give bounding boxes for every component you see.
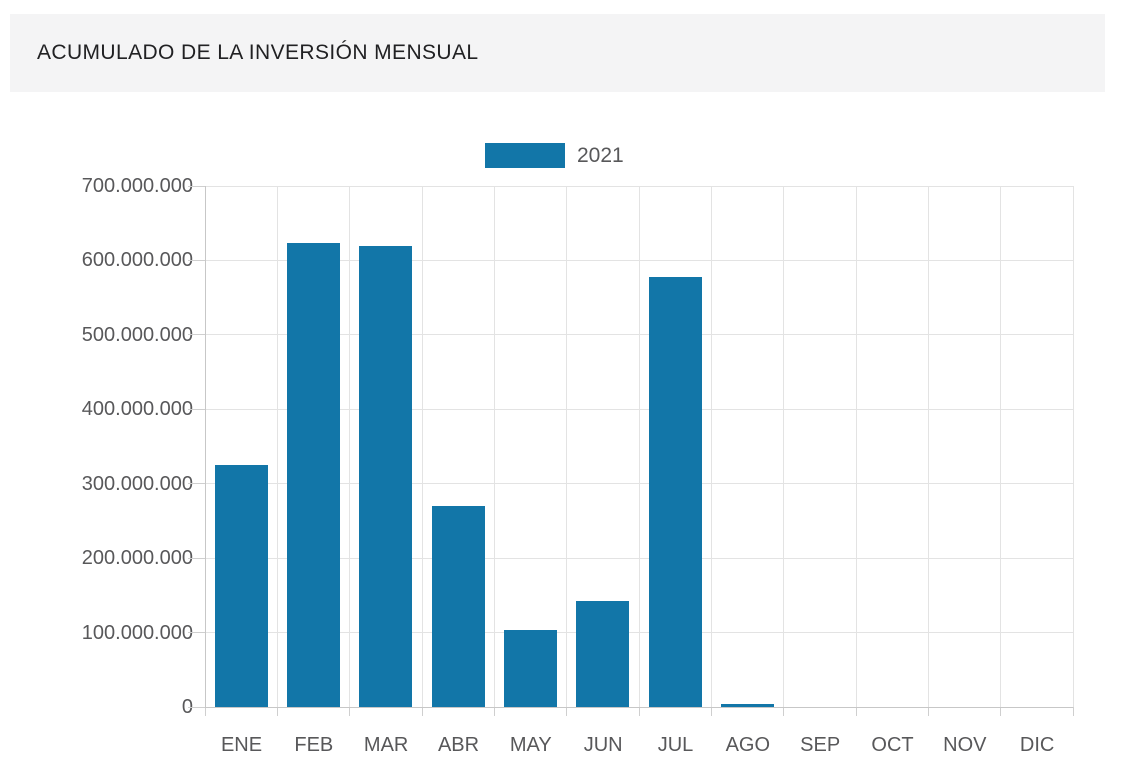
x-axis-label-dic: DIC <box>1019 734 1055 756</box>
v-gridline <box>783 186 785 707</box>
x-axis-label-ene: ENE <box>220 734 263 756</box>
x-axis-label-ago: AGO <box>725 734 771 756</box>
v-gridline <box>276 186 278 707</box>
y-axis-tick-label: 500.000.000 <box>81 323 193 346</box>
bar-jun[interactable] <box>576 601 629 707</box>
legend-label: 2021 <box>577 143 624 167</box>
v-gridline <box>638 186 640 707</box>
y-axis-tick-label: 100.000.000 <box>81 621 193 644</box>
v-gridline <box>710 186 712 707</box>
y-axis-tick-label: 700.000.000 <box>81 175 193 197</box>
x-axis-label-mar: MAR <box>363 734 409 756</box>
y-axis-tick-mark <box>188 483 205 485</box>
x-axis-tick-mark <box>349 707 351 716</box>
bar-abr[interactable] <box>432 506 485 707</box>
bar-feb[interactable] <box>287 243 340 707</box>
x-axis-tick-mark <box>276 707 278 716</box>
x-axis-tick-mark <box>710 707 712 716</box>
v-gridline <box>421 186 423 707</box>
y-axis-tick-mark <box>188 706 205 708</box>
x-axis-tick-mark <box>783 707 785 716</box>
legend-swatch-icon <box>485 143 565 168</box>
x-axis-tick-mark <box>421 707 423 716</box>
y-axis-tick-mark <box>188 557 205 559</box>
y-axis-tick-label: 400.000.000 <box>81 398 193 421</box>
x-axis-label-abr: ABR <box>437 734 480 756</box>
x-axis-tick-mark <box>566 707 568 716</box>
chart-header: ACUMULADO DE LA INVERSIÓN MENSUAL <box>10 14 1105 92</box>
x-axis-tick-mark <box>1000 707 1002 716</box>
x-axis-tick-mark <box>855 707 857 716</box>
legend-item-2021[interactable]: 2021 <box>485 143 624 168</box>
x-axis-label-feb: FEB <box>294 734 334 756</box>
y-axis-tick-label: 600.000.000 <box>81 249 193 272</box>
x-axis-label-nov: NOV <box>943 734 987 756</box>
y-axis-tick-mark <box>188 259 205 261</box>
bar-may[interactable] <box>504 630 557 707</box>
y-axis-tick-mark <box>188 185 205 187</box>
chart-title: ACUMULADO DE LA INVERSIÓN MENSUAL <box>37 41 479 64</box>
v-gridline <box>493 186 495 707</box>
v-gridline <box>566 186 568 707</box>
x-axis-tick-mark <box>493 707 495 716</box>
x-axis-tick-mark <box>927 707 929 716</box>
v-gridline <box>349 186 351 707</box>
x-axis-tick-mark <box>638 707 640 716</box>
x-axis-label-jun: JUN <box>583 734 623 756</box>
x-axis-tick-mark <box>204 707 206 716</box>
x-axis-label-may: MAY <box>509 734 552 756</box>
x-axis-label-oct: OCT <box>871 734 914 756</box>
bar-ene[interactable] <box>215 465 268 707</box>
x-axis-label-sep: SEP <box>800 734 841 756</box>
v-gridline <box>855 186 857 707</box>
bar-ago[interactable] <box>721 704 774 707</box>
v-gridline <box>1072 186 1074 707</box>
y-axis-tick-mark <box>188 334 205 336</box>
y-axis-tick-label: 200.000.000 <box>81 547 193 570</box>
v-gridline <box>1000 186 1002 707</box>
bar-jul[interactable] <box>649 277 702 707</box>
v-gridline <box>927 186 929 707</box>
x-axis-label-jul: JUL <box>657 734 694 756</box>
y-axis-tick-label: 300.000.000 <box>81 472 193 495</box>
y-axis-line <box>204 186 206 707</box>
y-axis-tick-label: 0 <box>23 696 193 718</box>
y-axis-tick-mark <box>188 408 205 410</box>
x-axis-line <box>205 706 1073 708</box>
x-axis-tick-mark <box>1072 707 1074 716</box>
y-axis-tick-mark <box>188 632 205 634</box>
plot-area <box>204 185 1074 708</box>
bar-mar[interactable] <box>359 246 412 707</box>
